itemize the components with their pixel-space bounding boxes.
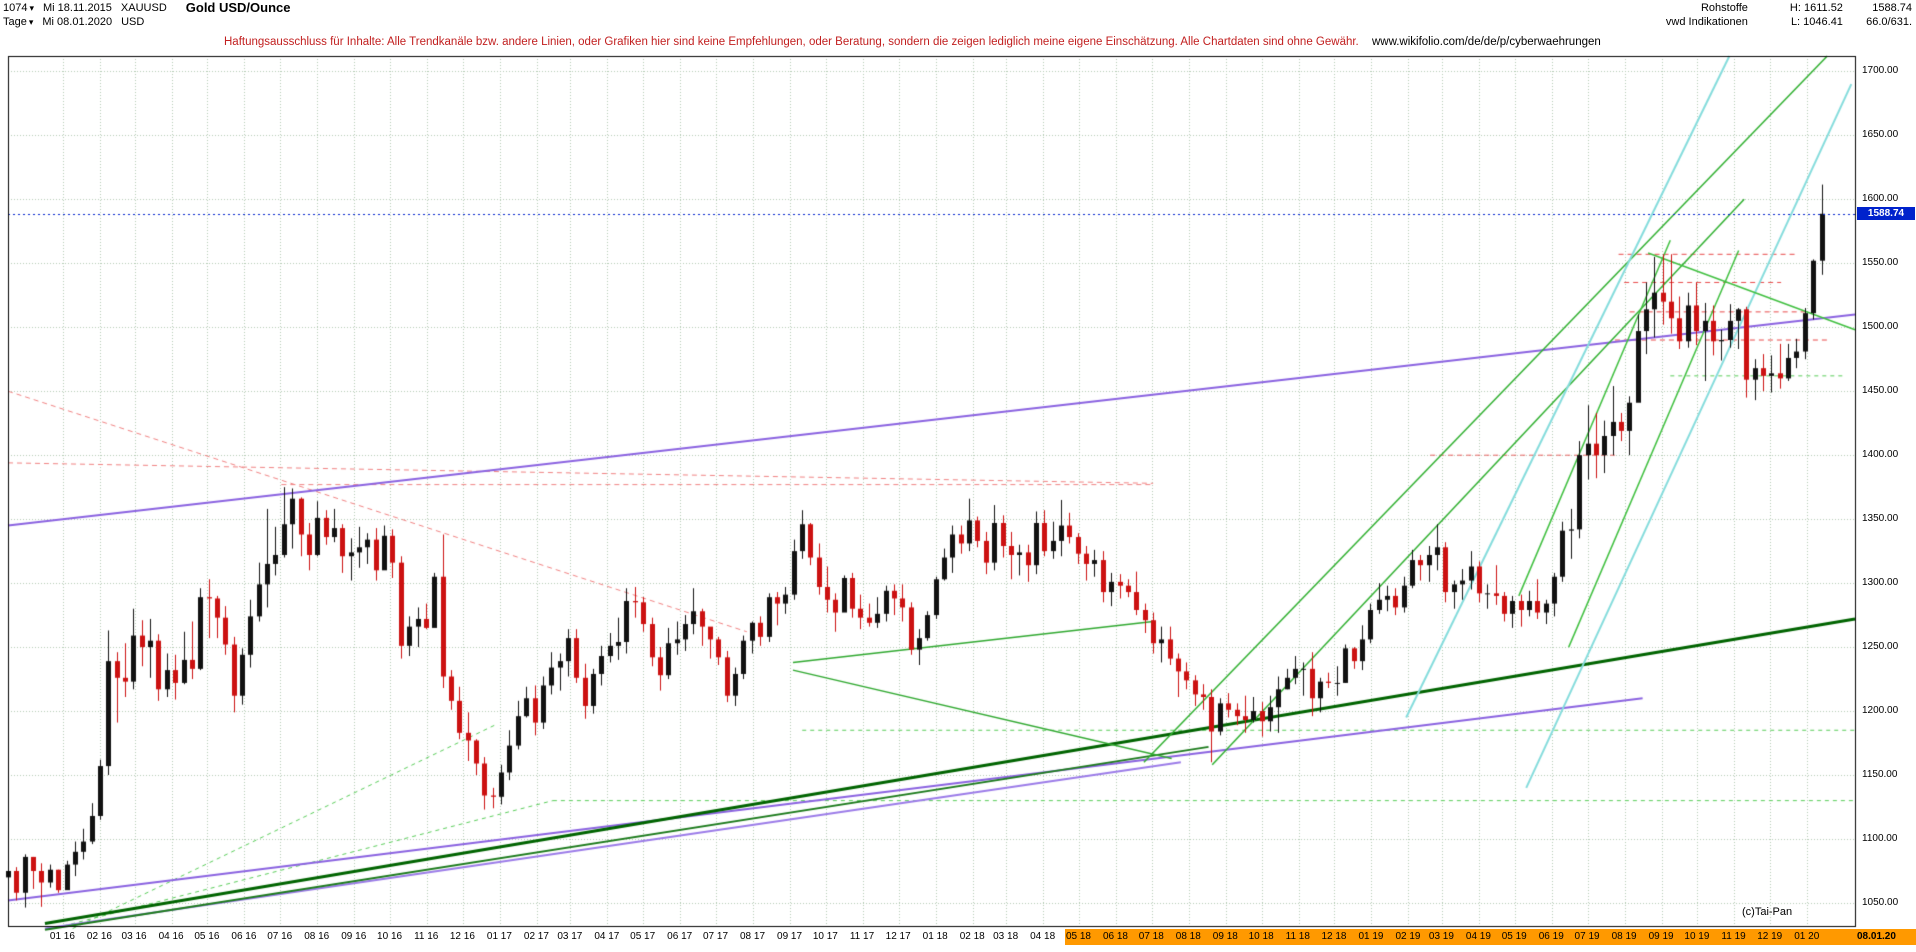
time-axis-label: 06 18	[1102, 931, 1128, 942]
high-value: H: 1611.52	[1789, 2, 1843, 14]
time-axis: 01 16 02 16 03 16 04 16 05 16 06 16 07 16 08 16…	[0, 929, 1916, 951]
time-axis-label: 05 18	[1065, 931, 1091, 942]
time-axis-label: 07 19	[1574, 931, 1600, 942]
time-axis-label: 03 19	[1428, 931, 1454, 942]
bars-count-value: 1074	[3, 2, 28, 14]
time-axis-label: 03 18	[993, 931, 1019, 942]
range-start-date: Mi 18.11.2015	[43, 2, 112, 14]
time-axis-label: 10 16	[377, 931, 403, 942]
currency-label: USD	[121, 16, 145, 28]
time-axis-label: 02 17	[523, 931, 549, 942]
time-axis-label: 05 17	[630, 931, 656, 942]
disclaimer-url-link[interactable]: www.wikifolio.com/de/de/p/cyberwaehrunge…	[1371, 36, 1601, 48]
period-value: Tage	[3, 16, 27, 28]
chevron-down-icon: ▾	[28, 17, 34, 27]
price-axis-label: 1700.00	[1862, 65, 1899, 77]
time-axis-label: 01 17	[486, 931, 512, 942]
time-axis-label: 08 18	[1175, 931, 1201, 942]
time-axis-label: 07 18	[1138, 931, 1164, 942]
low-value: L: 1046.41	[1790, 16, 1843, 28]
range-info-value: 66.0/631.	[1866, 16, 1912, 28]
time-axis-label: 01 19	[1358, 931, 1384, 942]
time-axis-label: 03 17	[557, 931, 583, 942]
time-axis-label: 09 16	[341, 931, 367, 942]
time-axis-label: 07 16	[267, 931, 293, 942]
time-axis-label: 03 16	[121, 931, 147, 942]
last-price-value: 1588.74	[1872, 2, 1912, 14]
time-axis-label: 01 16	[49, 931, 75, 942]
time-axis-label: 09 18	[1212, 931, 1238, 942]
time-axis-label: 02 16	[86, 931, 112, 942]
time-axis-label: 09 17	[777, 931, 803, 942]
time-axis-label: 07 17	[702, 931, 729, 942]
time-axis-label: 06 16	[231, 931, 257, 942]
end-date-label: 08.01.20	[1857, 931, 1896, 942]
period-dropdown[interactable]: Tage ▾	[3, 15, 33, 29]
time-axis-label: 06 19	[1538, 931, 1564, 942]
time-axis-label: 10 19	[1684, 931, 1710, 942]
time-axis-label: 08 19	[1611, 931, 1637, 942]
header-bar: 1074 ▾ Mi 18.11.2015 XAUUSD Gold USD/Ounc…	[0, 0, 1916, 30]
provider-label: vwd Indikationen	[1665, 16, 1748, 28]
symbol-label: XAUUSD	[120, 2, 167, 14]
chevron-down-icon: ▾	[29, 3, 35, 13]
price-axis-label: 1550.00	[1862, 257, 1899, 269]
time-axis-label: 12 18	[1321, 931, 1347, 942]
time-axis-label: 04 19	[1465, 931, 1491, 942]
time-axis-label: 02 19	[1395, 931, 1421, 942]
chart-title: Gold USD/Ounce	[185, 0, 291, 15]
price-axis-label: 1100.00	[1862, 833, 1898, 844]
header-right: Rohstoffe H: 1611.52 1588.74 vwd Indikat…	[1630, 1, 1912, 29]
price-axis-label: 1150.00	[1862, 769, 1898, 781]
price-axis-label: 1600.00	[1862, 193, 1899, 205]
price-axis-label: 1050.00	[1862, 896, 1899, 908]
time-axis-label: 01 18	[922, 931, 948, 942]
time-axis-label: 10 18	[1248, 931, 1274, 942]
time-axis-label: 06 17	[667, 931, 693, 942]
time-axis-label: 04 16	[158, 931, 184, 942]
time-axis-label: 12 19	[1757, 931, 1783, 942]
time-axis-label: 02 18	[959, 931, 985, 942]
copyright-watermark: (c)Tai-Pan	[1742, 906, 1793, 918]
price-axis-label: 1300.00	[1862, 577, 1899, 589]
time-axis-label: 05 19	[1501, 931, 1527, 942]
time-axis-label: 09 19	[1648, 931, 1674, 942]
price-axis-label: 1650.00	[1862, 129, 1899, 141]
price-axis-label: 1500.00	[1862, 321, 1899, 333]
time-axis-label: 11 19	[1721, 931, 1746, 942]
price-axis-label: 1200.00	[1862, 705, 1899, 717]
time-axis-label: 10 17	[812, 931, 838, 942]
category-label: Rohstoffe	[1700, 2, 1748, 14]
price-axis-label: 1400.00	[1862, 449, 1899, 461]
disclaimer-bar: Haftungsausschluss für Inhalte: Alle Tre…	[224, 36, 1601, 48]
time-axis-label: 08 17	[740, 931, 766, 942]
time-axis-label: 04 18	[1030, 931, 1056, 942]
time-axis-label: 12 16	[449, 931, 475, 942]
bars-count-dropdown[interactable]: 1074 ▾	[3, 1, 34, 15]
price-axis-label: 1450.00	[1862, 385, 1899, 397]
range-end-date: Mi 08.01.2020	[42, 16, 113, 28]
time-axis-label: 11 17	[849, 931, 875, 942]
time-axis-label: 05 16	[194, 931, 220, 942]
time-axis-label: 11 16	[414, 931, 439, 942]
time-axis-label: 04 17	[594, 931, 620, 942]
price-axis-label: 1250.00	[1862, 641, 1899, 653]
time-axis-label: 08 16	[304, 931, 330, 942]
current-price-badge: 1588.74	[1857, 206, 1915, 220]
time-axis-highlight-strip	[1064, 929, 1916, 945]
disclaimer-text: Haftungsausschluss für Inhalte: Alle Tre…	[224, 36, 1359, 48]
time-axis-label: 12 17	[885, 931, 911, 942]
header-left: 1074 ▾ Mi 18.11.2015 XAUUSD Gold USD/Ounc…	[3, 1, 291, 29]
price-axis-label: 1350.00	[1862, 513, 1899, 525]
time-axis-label: 01 20	[1794, 931, 1820, 942]
time-axis-label: 11 18	[1285, 931, 1310, 942]
